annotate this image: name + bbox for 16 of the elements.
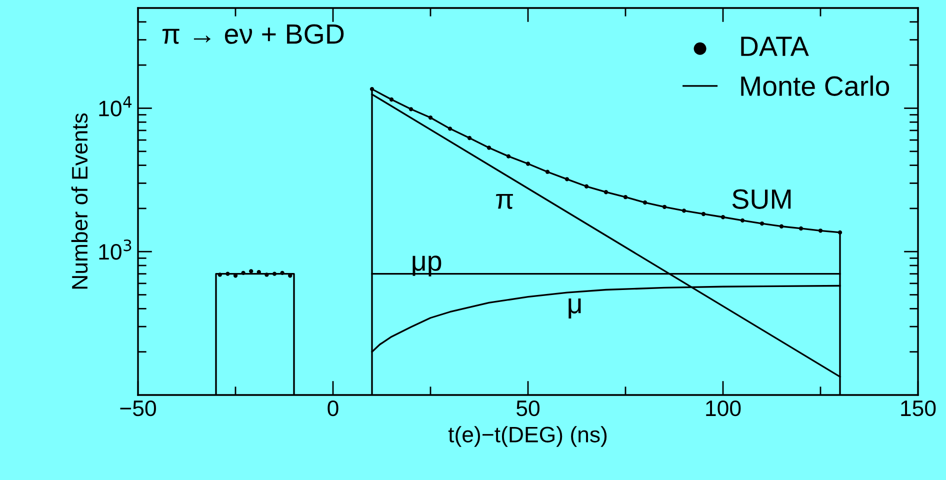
annotation: π → eν + BGD — [162, 24, 344, 44]
annotation: μ — [568, 298, 581, 319]
x-tick-label: 0 — [328, 400, 338, 416]
y-axis-title: Number of Events — [71, 113, 88, 289]
annotation: SUM — [732, 189, 791, 209]
annotation: μp — [412, 256, 442, 276]
annotation: π — [496, 194, 513, 209]
x-tick-label: −50 — [120, 400, 156, 416]
x-axis-title: t(e)−t(DEG) (ns) — [448, 426, 607, 447]
y-tick-label: 10$^{3}$ — [99, 239, 132, 260]
y-tick-label: 10$^{4}$ — [99, 96, 132, 116]
x-tick-label: 100 — [706, 400, 741, 416]
legend-label: DATA — [741, 36, 809, 56]
legend-label: Monte Carlo — [741, 76, 890, 96]
x-tick-label: 50 — [516, 400, 540, 416]
x-tick-label: 150 — [901, 400, 936, 416]
